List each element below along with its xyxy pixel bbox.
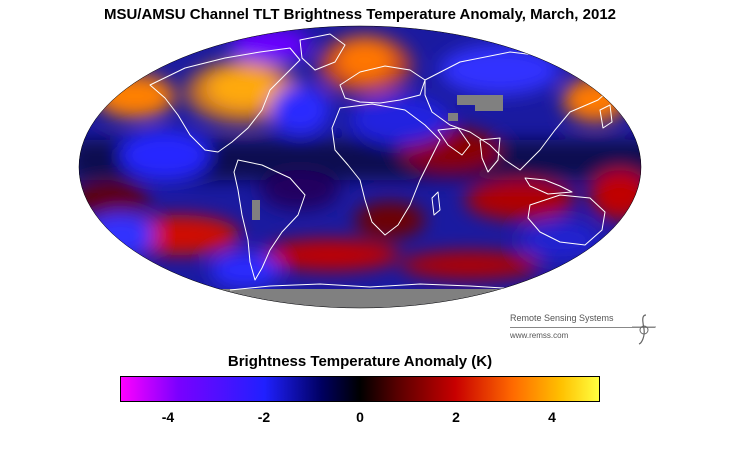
colorbar-tick-label: -4 (161, 409, 175, 425)
coastlines (149, 33, 633, 293)
colorbar-tick-label: 0 (356, 409, 364, 425)
globe-outline (78, 25, 642, 309)
rss-logo-icon (632, 314, 656, 345)
colorbar-tick-label: -2 (257, 409, 271, 425)
colorbar-tick-label: 4 (548, 409, 556, 425)
rss-url: www.remss.com (510, 331, 569, 340)
anomaly-field (79, 26, 641, 308)
colorbar (120, 376, 600, 402)
credit-divider (510, 327, 655, 328)
colorbar-title: Brightness Temperature Anomaly (K) (227, 353, 493, 370)
rss-name: Remote Sensing Systems (510, 313, 614, 323)
map-title: MSU/AMSU Channel TLT Brightness Temperat… (103, 6, 617, 23)
colorbar-tick-label: 2 (452, 409, 460, 425)
rss-credit: Remote Sensing Systems www.remss.com (510, 313, 660, 347)
